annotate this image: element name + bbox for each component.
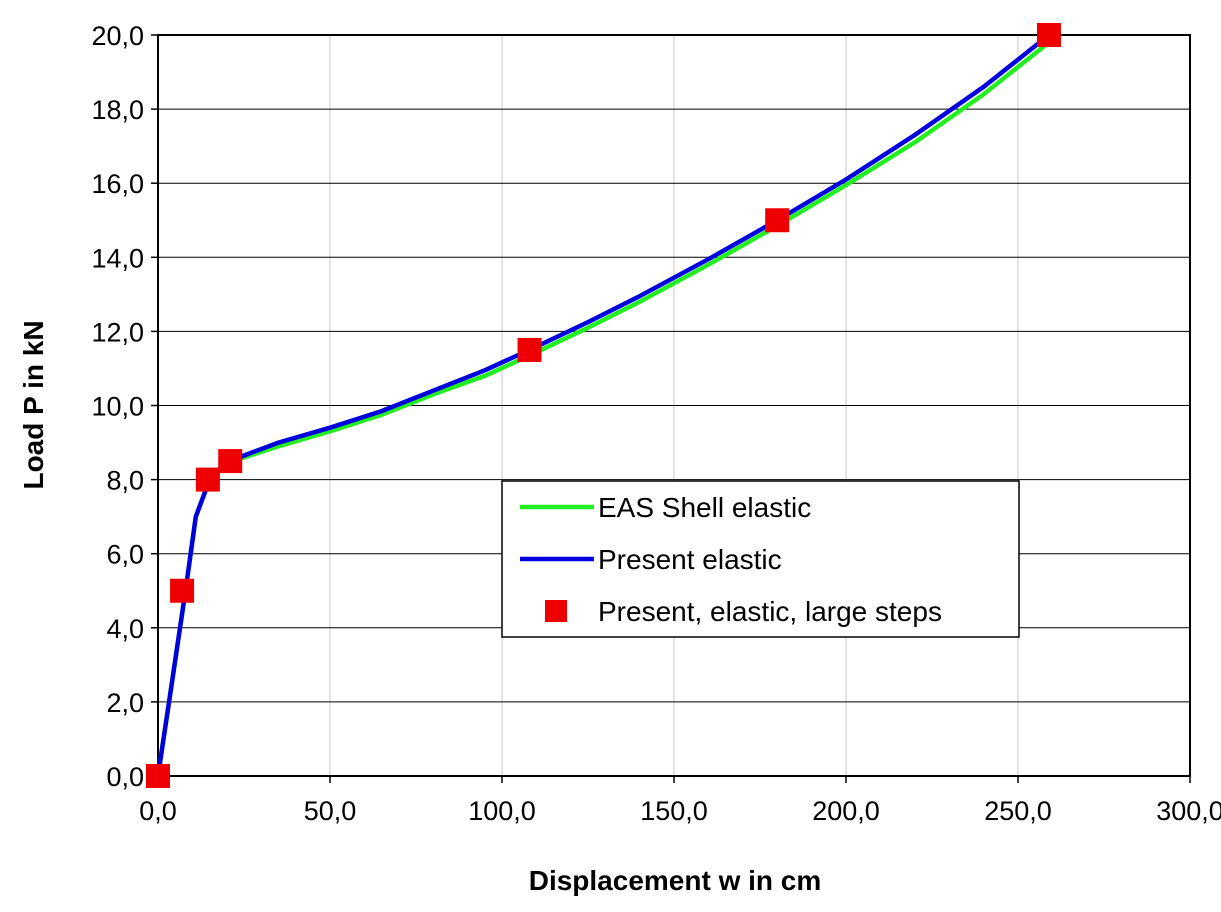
y-tick-label: 14,0 — [91, 243, 144, 273]
legend-marker-swatch — [545, 600, 567, 622]
series-markers — [146, 23, 1061, 788]
series-line-1 — [155, 32, 1052, 779]
x-tick-label: 250,0 — [984, 796, 1052, 826]
axis-ticks: 0,0 50,0 100,0 150,0 200,0 250,0 300,0 0,0 2,0 4,… — [91, 21, 1221, 826]
x-tick-label: 300,0 — [1156, 796, 1221, 826]
x-tick-label: 150,0 — [640, 796, 708, 826]
y-tick-label: 16,0 — [91, 169, 144, 199]
y-tick-label: 18,0 — [91, 95, 144, 125]
y-tick-label: 4,0 — [106, 614, 144, 644]
y-tick-label: 0,0 — [106, 762, 144, 792]
y-tick-label: 6,0 — [106, 540, 144, 570]
series-lines — [155, 32, 1052, 779]
y-tick-label: 20,0 — [91, 21, 144, 51]
x-tick-label: 200,0 — [812, 796, 880, 826]
legend: EAS Shell elastic Present elastic Present,… — [501, 480, 1020, 638]
data-point-marker — [195, 467, 220, 492]
data-point-marker — [1036, 23, 1061, 47]
data-point-marker — [765, 208, 790, 233]
data-point-marker — [146, 764, 170, 788]
y-tick-label: 10,0 — [91, 392, 144, 422]
y-tick-label: 2,0 — [106, 688, 144, 718]
x-tick-label: 50,0 — [304, 796, 357, 826]
data-point-marker — [218, 449, 243, 474]
x-tick-label: 100,0 — [468, 796, 536, 826]
y-tick-label: 8,0 — [106, 466, 144, 496]
y-axis-title: Load P in kN — [18, 320, 49, 489]
legend-label: EAS Shell elastic — [598, 492, 811, 523]
x-tick-label: 0,0 — [139, 796, 177, 826]
legend-label: Present, elastic, large steps — [598, 596, 942, 627]
legend-label: Present elastic — [598, 544, 782, 575]
data-point-marker — [517, 337, 542, 362]
x-axis-title: Displacement w in cm — [529, 865, 822, 896]
data-point-marker — [170, 578, 195, 603]
y-tick-label: 12,0 — [91, 317, 144, 347]
grid-lines — [158, 35, 1190, 776]
